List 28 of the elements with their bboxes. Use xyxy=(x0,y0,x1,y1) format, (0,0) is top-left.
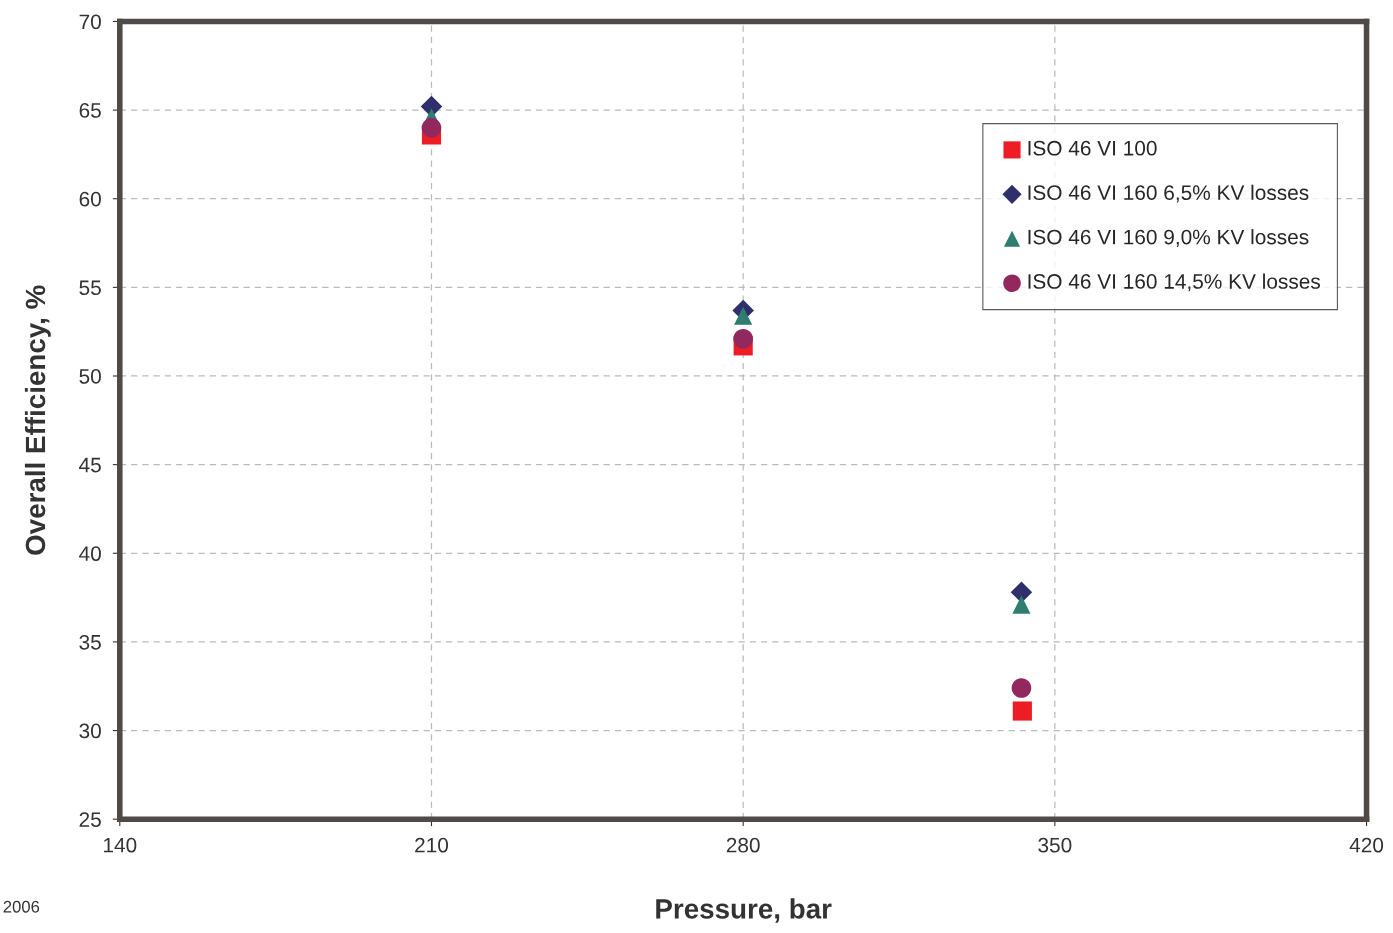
y-tick-label: 70 xyxy=(79,14,101,30)
legend-label: ISO 46 VI 160 9,0% KV losses xyxy=(1028,229,1309,247)
point xyxy=(1012,701,1032,721)
x-tick-label: 210 xyxy=(415,837,449,853)
y-tick-label: 55 xyxy=(79,280,101,296)
x-tick-label: 280 xyxy=(726,837,760,853)
y-tick-label: 65 xyxy=(79,103,101,118)
y-tick-label: 30 xyxy=(79,723,101,739)
x-tick-label: 420 xyxy=(1349,837,1384,853)
y-axis-title: Overall Efficiency, % xyxy=(24,285,51,555)
y-tick-label: 50 xyxy=(79,369,101,384)
x-tick-label: 140 xyxy=(104,837,137,853)
point xyxy=(421,118,442,138)
legend-label: ISO 46 VI 100 xyxy=(1028,140,1157,156)
legend-label: ISO 46 VI 160 6,5% KV losses xyxy=(1028,184,1309,203)
y-tick-label: 60 xyxy=(79,191,101,207)
y-tick-label: 35 xyxy=(79,634,101,650)
x-axis-title: Pressure, bar xyxy=(656,898,832,923)
point xyxy=(1011,678,1032,698)
point xyxy=(734,306,753,325)
text: 2006 xyxy=(3,900,40,913)
y-tick-label: 40 xyxy=(79,546,101,562)
y-tick-label: 45 xyxy=(79,457,101,473)
x-tick-label: 350 xyxy=(1038,837,1072,853)
point xyxy=(1012,595,1031,614)
legend-label: ISO 46 VI 160 14,5% KV losses xyxy=(1028,273,1321,292)
point xyxy=(733,328,753,349)
y-tick-label: 25 xyxy=(79,812,101,827)
